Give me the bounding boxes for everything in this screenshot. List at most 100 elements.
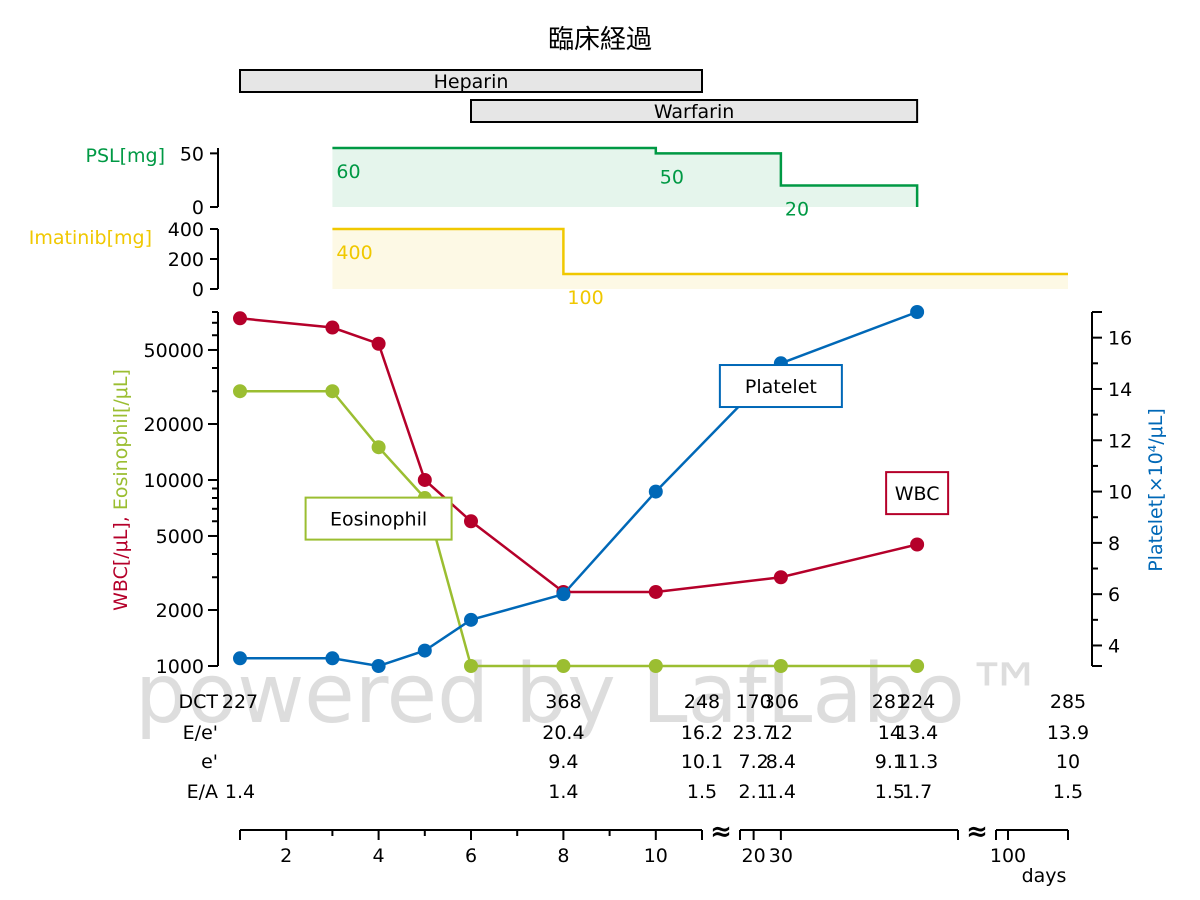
data-point-platelet	[464, 612, 478, 627]
psl-mg-tick-label: 50	[180, 143, 204, 165]
x-axis-tick-label: 4	[373, 845, 385, 867]
data-point-wbc	[464, 514, 478, 529]
table-cell-dct: 248	[684, 691, 720, 713]
table-row-label-e-e: E/e'	[183, 722, 218, 744]
right-axis-tick-label: 14	[1108, 379, 1132, 401]
watermark-text: powered by LafLabo™	[135, 647, 1047, 742]
table-cell-dct: 227	[222, 691, 258, 713]
table-cell-e-a: 2.1	[739, 781, 769, 803]
data-point-platelet	[556, 587, 571, 602]
left-axis-tick-label: 50000	[144, 340, 204, 362]
left-axis-label: WBC[/μL], Eosinophil[/μL]	[110, 369, 132, 611]
imatinib-mg-tick-label: 0	[192, 279, 204, 301]
data-point-eosinophil	[773, 659, 788, 673]
data-point-wbc	[371, 336, 386, 351]
imatinib-mg-label: Imatinib[mg]	[29, 227, 152, 249]
data-point-platelet	[233, 651, 247, 666]
left-axis-tick-label: 5000	[156, 526, 204, 548]
table-row-label-e: e'	[201, 751, 218, 773]
table-cell-e: 9.1	[875, 751, 905, 773]
data-point-wbc	[648, 584, 663, 599]
data-point-eosinophil	[464, 659, 478, 673]
series-label-box-eosinophil	[304, 496, 453, 541]
data-point-platelet	[417, 643, 432, 658]
x-axis-tick-label: 8	[557, 845, 569, 867]
table-cell-e-a: 1.5	[687, 781, 717, 803]
table-cell-e-e: 16.2	[681, 722, 723, 744]
data-point-wbc	[233, 311, 247, 326]
table-cell-e-e: 13.4	[896, 722, 938, 744]
series-label-box-wbc	[885, 471, 950, 516]
table-cell-e: 9.4	[548, 751, 578, 773]
x-axis-tick-label: 6	[465, 845, 477, 867]
therapy-bar-warfarin	[470, 99, 919, 123]
left-axis-tick-label: 1000	[156, 656, 204, 678]
series-label-box-platelet	[718, 364, 843, 409]
table-cell-e-a: 1.5	[1053, 781, 1083, 803]
x-axis-tick-label: 100	[990, 845, 1026, 867]
psl-mg-dose-value: 20	[785, 199, 809, 221]
table-cell-e-e: 13.9	[1047, 722, 1089, 744]
table-cell-e-a: 1.4	[225, 781, 255, 803]
data-point-eosinophil	[233, 384, 247, 399]
table-cell-e: 7.2	[739, 751, 769, 773]
table-cell-e-a: 1.4	[766, 781, 796, 803]
table-cell-e: 10	[1056, 751, 1080, 773]
table-cell-e: 8.4	[766, 751, 796, 773]
x-axis-tick-label: 20	[742, 845, 766, 867]
right-axis-tick-label: 6	[1108, 584, 1120, 606]
table-cell-dct: 170	[735, 691, 771, 713]
x-axis-tick-label: 2	[280, 845, 292, 867]
data-point-wbc	[417, 472, 432, 487]
echo-table: DCT E/e' e' E/A 227 1.4 368 20.4 9.4 1.4 248 16.2 10…	[178, 691, 1089, 803]
right-axis-label: Platelet[×10⁴/μL]	[1145, 408, 1167, 572]
left-axis-label-part: WBC[/μL]	[110, 522, 132, 611]
table-cell-e: 11.3	[896, 751, 938, 773]
main-axes: 1000 2000 5000 10000 20000 50000 WBC[/μL], Eos…	[110, 311, 1167, 678]
x-axis: 2 4 6 8 10 20 30 100≈ ≈days	[239, 817, 1069, 887]
table-cell-e-a: 1.7	[902, 781, 932, 803]
table-cell-e-e: 23.7	[732, 722, 774, 744]
table-cell-dct: 306	[763, 691, 799, 713]
data-point-platelet	[371, 659, 386, 673]
data-point-eosinophil	[648, 659, 663, 673]
psl-mg-dose-value: 50	[660, 166, 684, 188]
table-cell-dct: 285	[1050, 691, 1086, 713]
data-point-wbc	[325, 320, 340, 335]
psl-mg-dose-line	[332, 146, 919, 207]
imatinib-mg-dose-line	[332, 227, 1068, 276]
data-series	[233, 305, 925, 673]
therapy-bar-heparin	[239, 69, 703, 93]
table-cell-e-a: 1.4	[548, 781, 578, 803]
table-cell-dct: 368	[545, 691, 581, 713]
left-axis-label-part: Eosinophil[/μL]	[110, 369, 132, 510]
x-axis-label: days	[1022, 865, 1067, 887]
series-label-platelet: Platelet	[745, 376, 817, 398]
therapy-bars: Heparin Warfarin	[239, 69, 919, 123]
x-axis-break-marker: ≈	[710, 817, 732, 847]
psl-mg-tick-label: 0	[192, 197, 204, 219]
data-point-eosinophil	[556, 659, 571, 673]
x-axis-tick-label: 10	[644, 845, 668, 867]
right-axis-tick-label: 12	[1108, 430, 1132, 452]
data-point-platelet	[910, 305, 925, 319]
table-cell-e-e: 14	[878, 722, 902, 744]
psl-mg-label: PSL[mg]	[86, 145, 166, 167]
imatinib-mg-tick-label: 400	[168, 219, 204, 241]
left-axis-tick-label: 2000	[156, 600, 204, 622]
table-cell-dct: 224	[899, 691, 935, 713]
right-axis-tick-label: 10	[1108, 482, 1132, 504]
imatinib-mg-dose-value: 100	[567, 287, 603, 309]
psl-mg-dose-value: 60	[336, 161, 360, 183]
x-axis-break-marker: ≈	[966, 817, 988, 847]
table-cell-e-e: 12	[769, 722, 793, 744]
data-point-eosinophil	[325, 384, 340, 399]
data-point-eosinophil	[371, 440, 386, 455]
table-cell-e: 10.1	[681, 751, 723, 773]
data-point-wbc	[910, 537, 925, 552]
psl-mg-dose-area	[332, 148, 918, 207]
data-point-eosinophil	[910, 659, 925, 673]
x-axis-tick-label: 30	[769, 845, 793, 867]
